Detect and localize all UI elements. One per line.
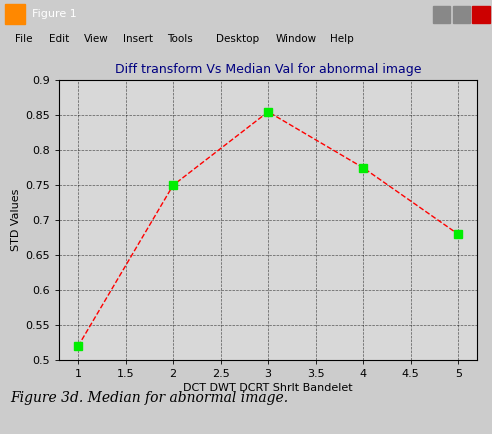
Text: Insert: Insert xyxy=(123,33,153,44)
Bar xyxy=(101,51,128,70)
Bar xyxy=(197,51,224,70)
Text: Desktop: Desktop xyxy=(216,33,260,44)
Bar xyxy=(453,6,470,23)
Bar xyxy=(261,51,288,70)
Bar xyxy=(357,51,384,70)
Text: Window: Window xyxy=(276,33,317,44)
Bar xyxy=(5,51,32,70)
Bar xyxy=(433,6,450,23)
Text: File: File xyxy=(15,33,32,44)
Text: Figure 3d. Median for abnormal image.: Figure 3d. Median for abnormal image. xyxy=(10,391,288,405)
Bar xyxy=(69,51,96,70)
Text: Figure 1: Figure 1 xyxy=(32,9,77,19)
Bar xyxy=(421,51,448,70)
Text: Help: Help xyxy=(330,33,353,44)
X-axis label: DCT DWT DCRT Shrlt Bandelet: DCT DWT DCRT Shrlt Bandelet xyxy=(184,383,353,393)
Text: Tools: Tools xyxy=(167,33,193,44)
Text: View: View xyxy=(84,33,108,44)
Bar xyxy=(389,51,416,70)
Title: Diff transform Vs Median Val for abnormal image: Diff transform Vs Median Val for abnorma… xyxy=(115,63,421,76)
Bar xyxy=(325,51,352,70)
Bar xyxy=(293,51,320,70)
Y-axis label: STD Values: STD Values xyxy=(11,189,21,251)
Bar xyxy=(5,4,25,24)
Bar xyxy=(37,51,64,70)
Bar xyxy=(133,51,160,70)
Bar xyxy=(472,6,490,23)
Bar xyxy=(165,51,192,70)
Bar xyxy=(229,51,256,70)
Text: Edit: Edit xyxy=(49,33,69,44)
